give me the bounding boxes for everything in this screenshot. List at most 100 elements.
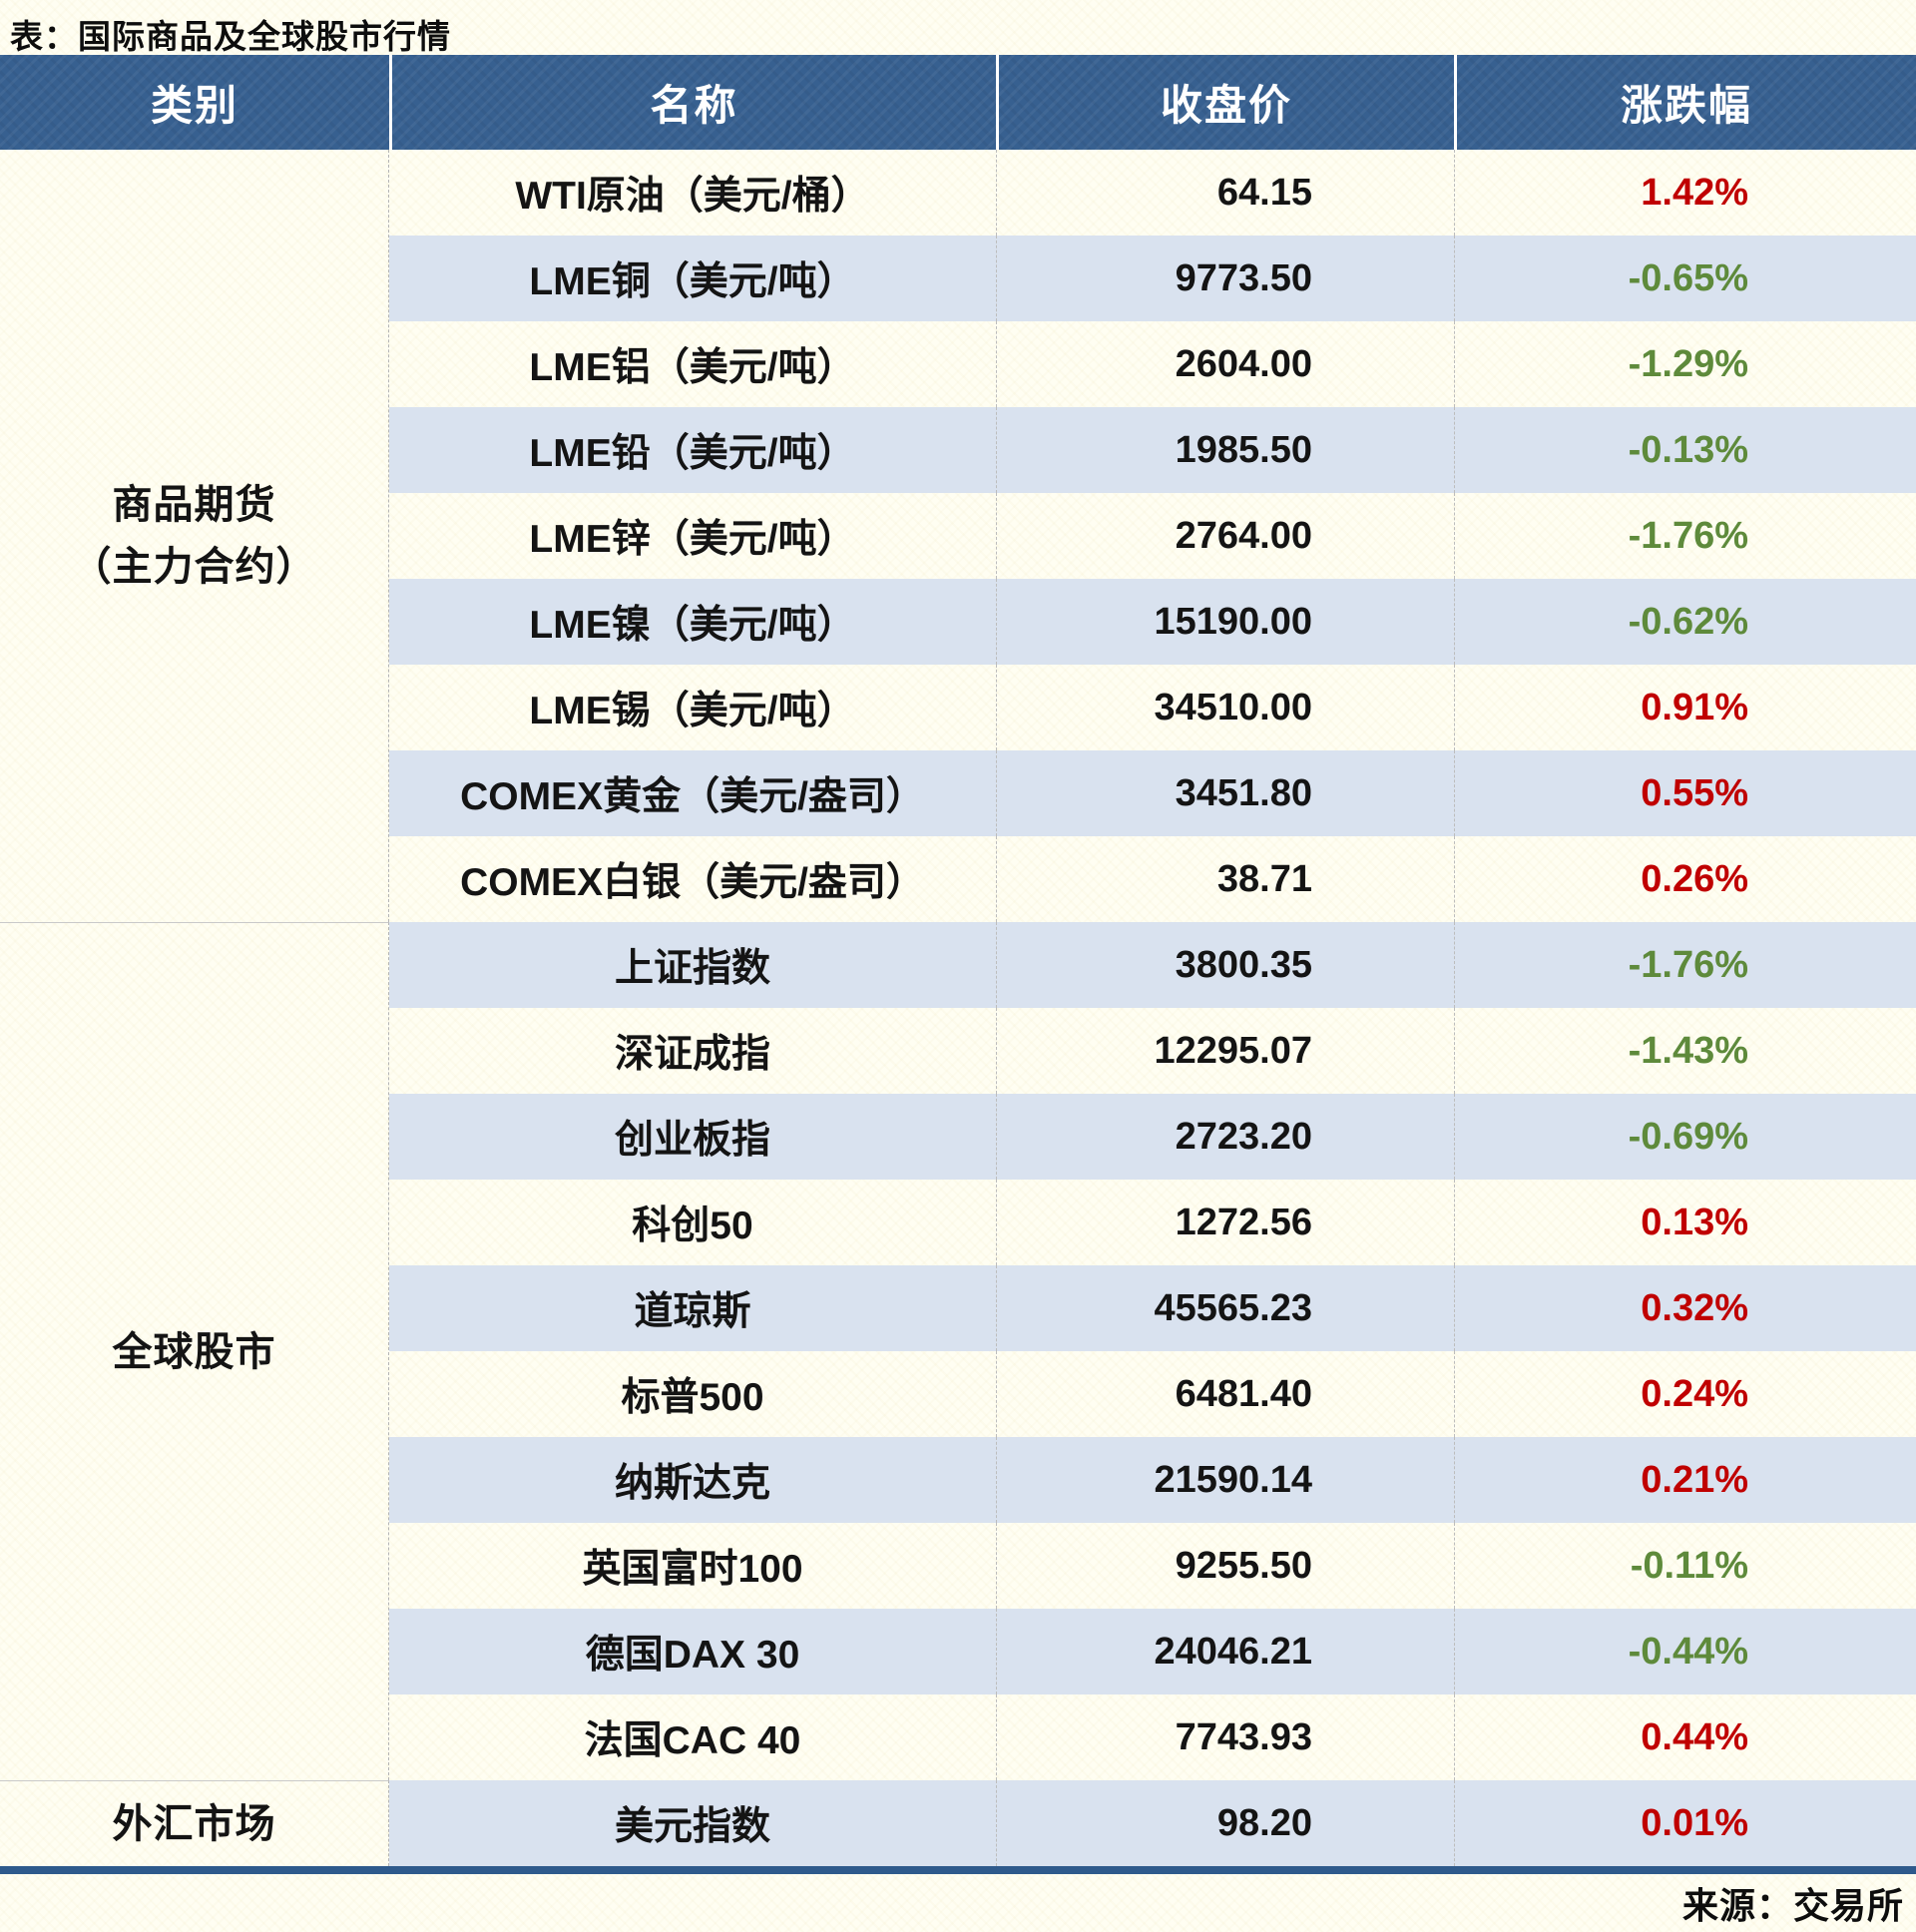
category-label: 商品期货 xyxy=(112,483,276,527)
category-label: 外汇市场 xyxy=(112,1801,276,1846)
header-change-percent: 涨跌幅 xyxy=(1454,55,1916,150)
instrument-name: 纳斯达克 xyxy=(614,1462,770,1505)
close-price: 2723.20 xyxy=(996,1094,1454,1180)
close-price: 9773.50 xyxy=(996,236,1454,321)
close-price: 1985.50 xyxy=(996,407,1454,493)
table-row: 上证指数 3800.35 -1.76% xyxy=(389,922,1916,1008)
table-row: 英国富时100 9255.50 -0.11% xyxy=(389,1523,1916,1609)
close-price: 24046.21 xyxy=(996,1609,1454,1694)
close-price: 7743.93 xyxy=(996,1694,1454,1780)
instrument-name: LME铅（美元/吨） xyxy=(529,432,856,475)
instrument-name: 创业板指 xyxy=(614,1119,770,1162)
change-percent: -1.76% xyxy=(1454,493,1916,579)
instrument-name: 标普500 xyxy=(621,1376,764,1419)
data-rows: WTI原油（美元/桶） 64.15 1.42% LME铜（美元/吨） 9773.50 -0… xyxy=(389,150,1916,1866)
table-row: LME铜（美元/吨） 9773.50 -0.65% xyxy=(389,236,1916,321)
instrument-name: LME锌（美元/吨） xyxy=(529,518,856,561)
instrument-name: LME镍（美元/吨） xyxy=(529,604,856,647)
table-row: COMEX黄金（美元/盎司） 3451.80 0.55% xyxy=(389,750,1916,836)
category-label: 全球股市 xyxy=(112,1329,276,1374)
table-row: LME镍（美元/吨） 15190.00 -0.62% xyxy=(389,579,1916,665)
table-row: LME铝（美元/吨） 2604.00 -1.29% xyxy=(389,321,1916,407)
table-row: 美元指数 98.20 0.01% xyxy=(389,1780,1916,1866)
change-percent: 0.55% xyxy=(1454,750,1916,836)
close-price: 12295.07 xyxy=(996,1008,1454,1094)
close-price: 1272.56 xyxy=(996,1180,1454,1265)
close-price: 21590.14 xyxy=(996,1437,1454,1523)
instrument-name: 科创50 xyxy=(632,1205,753,1247)
close-price: 2604.00 xyxy=(996,321,1454,407)
table-body: 商品期货 （主力合约） 全球股市外汇市场 WTI原油（美元/桶） 64.15 1.42%… xyxy=(0,150,1916,1866)
close-price: 38.71 xyxy=(996,836,1454,922)
table-row: LME铅（美元/吨） 1985.50 -0.13% xyxy=(389,407,1916,493)
change-percent: 1.42% xyxy=(1454,150,1916,236)
category-label: （主力合约） xyxy=(71,545,317,589)
category-column: 商品期货 （主力合约） 全球股市外汇市场 xyxy=(0,150,389,1866)
table-row: 深证成指 12295.07 -1.43% xyxy=(389,1008,1916,1094)
table-row: LME锌（美元/吨） 2764.00 -1.76% xyxy=(389,493,1916,579)
change-percent: -1.76% xyxy=(1454,922,1916,1008)
table-row: COMEX白银（美元/盎司） 38.71 0.26% xyxy=(389,836,1916,922)
instrument-name: WTI原油（美元/桶） xyxy=(515,175,870,218)
table-caption: 表：国际商品及全球股市行情 xyxy=(10,18,451,55)
market-table: 类别 名称 收盘价 涨跌幅 商品期货 （主力合约） 全球股市外汇市场 WTI原油（美… xyxy=(0,55,1916,1874)
change-percent: -0.11% xyxy=(1454,1523,1916,1609)
change-percent: 0.91% xyxy=(1454,665,1916,750)
change-percent: 0.01% xyxy=(1454,1780,1916,1866)
instrument-name: 美元指数 xyxy=(614,1805,770,1848)
close-price: 98.20 xyxy=(996,1780,1454,1866)
change-percent: 0.44% xyxy=(1454,1694,1916,1780)
instrument-name: 深证成指 xyxy=(614,1033,770,1076)
table-row: 标普500 6481.40 0.24% xyxy=(389,1351,1916,1437)
table-row: 德国DAX 30 24046.21 -0.44% xyxy=(389,1609,1916,1694)
change-percent: 0.32% xyxy=(1454,1265,1916,1351)
close-price: 34510.00 xyxy=(996,665,1454,750)
table-row: WTI原油（美元/桶） 64.15 1.42% xyxy=(389,150,1916,236)
change-percent: 0.26% xyxy=(1454,836,1916,922)
instrument-name: LME铜（美元/吨） xyxy=(529,260,856,303)
change-percent: -1.43% xyxy=(1454,1008,1916,1094)
change-percent: -1.29% xyxy=(1454,321,1916,407)
header-category: 类别 xyxy=(0,55,389,150)
change-percent: 0.24% xyxy=(1454,1351,1916,1437)
close-price: 45565.23 xyxy=(996,1265,1454,1351)
close-price: 3800.35 xyxy=(996,922,1454,1008)
instrument-name: 上证指数 xyxy=(614,947,770,990)
close-price: 3451.80 xyxy=(996,750,1454,836)
header-close-price: 收盘价 xyxy=(996,55,1454,150)
change-percent: -0.13% xyxy=(1454,407,1916,493)
change-percent: -0.65% xyxy=(1454,236,1916,321)
table-row: 创业板指 2723.20 -0.69% xyxy=(389,1094,1916,1180)
header-name: 名称 xyxy=(389,55,996,150)
close-price: 9255.50 xyxy=(996,1523,1454,1609)
instrument-name: 道琼斯 xyxy=(634,1290,751,1333)
table-row: 法国CAC 40 7743.93 0.44% xyxy=(389,1694,1916,1780)
table-row: 科创50 1272.56 0.13% xyxy=(389,1180,1916,1265)
instrument-name: 英国富时100 xyxy=(582,1548,803,1591)
table-row: 纳斯达克 21590.14 0.21% xyxy=(389,1437,1916,1523)
table-row: LME锡（美元/吨） 34510.00 0.91% xyxy=(389,665,1916,750)
instrument-name: LME铝（美元/吨） xyxy=(529,346,856,389)
category-cell: 外汇市场 xyxy=(0,1780,389,1866)
source-note: 来源：交易所 xyxy=(1681,1885,1904,1926)
change-percent: -0.44% xyxy=(1454,1609,1916,1694)
category-cell: 全球股市 xyxy=(0,922,389,1780)
close-price: 64.15 xyxy=(996,150,1454,236)
table-header-row: 类别 名称 收盘价 涨跌幅 xyxy=(0,55,1916,150)
change-percent: 0.21% xyxy=(1454,1437,1916,1523)
instrument-name: 德国DAX 30 xyxy=(585,1634,800,1677)
close-price: 15190.00 xyxy=(996,579,1454,665)
instrument-name: COMEX白银（美元/盎司） xyxy=(460,861,925,904)
table-row: 道琼斯 45565.23 0.32% xyxy=(389,1265,1916,1351)
category-cell: 商品期货 （主力合约） xyxy=(0,150,389,922)
change-percent: -0.62% xyxy=(1454,579,1916,665)
change-percent: 0.13% xyxy=(1454,1180,1916,1265)
change-percent: -0.69% xyxy=(1454,1094,1916,1180)
instrument-name: 法国CAC 40 xyxy=(584,1719,801,1762)
table-bottom-border xyxy=(0,1866,1916,1874)
close-price: 2764.00 xyxy=(996,493,1454,579)
close-price: 6481.40 xyxy=(996,1351,1454,1437)
instrument-name: LME锡（美元/吨） xyxy=(529,690,856,732)
instrument-name: COMEX黄金（美元/盎司） xyxy=(460,775,925,818)
